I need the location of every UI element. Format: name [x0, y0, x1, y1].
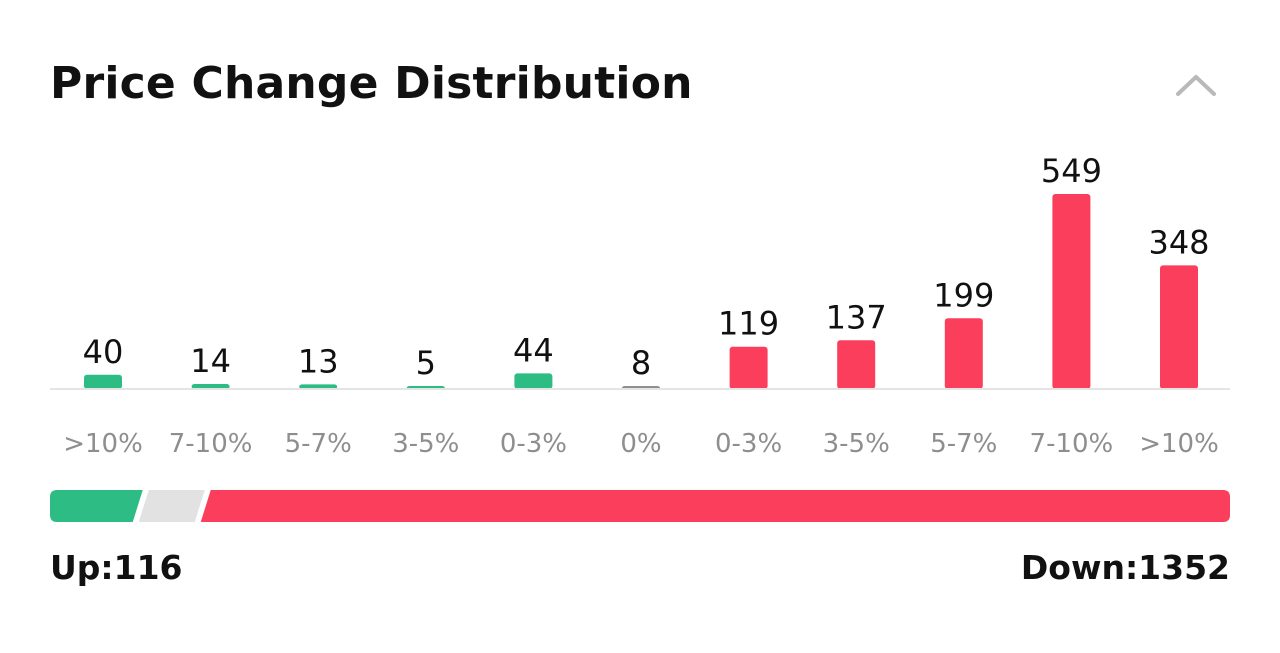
bar-value-label: 44 [513, 331, 554, 369]
chevron-up-icon [1176, 75, 1216, 96]
bars-layer [84, 194, 1198, 389]
bar-value-label: 40 [83, 333, 124, 371]
category-tick-label: 3-5% [392, 429, 459, 459]
category-tick-label: >10% [63, 429, 143, 459]
category-tick-label: >10% [1139, 429, 1219, 459]
bar-down-9 [1052, 194, 1091, 389]
bar-down-10 [1160, 265, 1198, 389]
price-change-bar-chart: 40 14 13 5 44 8 119 137 199 549 348 >10% 7-10% 5-7% 3… [50, 152, 1231, 522]
ticks-layer: >10% 7-10% 5-7% 3-5% 0-3% 0% 0-3% 3-5% 5-7% 7-10%… [63, 429, 1219, 459]
bar-up-2 [299, 384, 338, 389]
bar-value-label: 137 [826, 298, 887, 336]
bar-value-label: 549 [1041, 152, 1102, 190]
bar-value-label: 348 [1148, 223, 1209, 261]
up-down-ratio-bar [50, 490, 1231, 522]
bar-value-label: 5 [416, 344, 436, 382]
ratio-segment-down [200, 490, 1231, 522]
bar-value-label: 13 [298, 342, 339, 380]
collapse-button[interactable] [1170, 64, 1222, 104]
ratio-segment-up [50, 490, 143, 522]
up-count-label: Up:116 [50, 548, 183, 587]
bar-down-8 [944, 318, 983, 389]
ratio-segment-flat [138, 490, 205, 522]
labels-layer: 40 14 13 5 44 8 119 137 199 549 348 [83, 152, 1210, 382]
chart-title: Price Change Distribution [50, 58, 693, 109]
down-count-label: Down:1352 [1020, 548, 1230, 587]
category-tick-label: 0% [620, 429, 661, 459]
category-tick-label: 7-10% [169, 429, 253, 459]
bar-down-6 [729, 346, 768, 389]
bar-up-0 [84, 374, 122, 389]
category-tick-label: 5-7% [930, 429, 997, 459]
bar-up-4 [514, 373, 553, 389]
bar-up-1 [191, 384, 230, 389]
bar-value-label: 14 [190, 342, 231, 380]
bar-down-7 [837, 340, 876, 389]
category-tick-label: 3-5% [823, 429, 890, 459]
bar-value-label: 119 [718, 305, 779, 343]
bar-value-label: 199 [933, 276, 994, 314]
bar-value-label: 8 [631, 344, 651, 382]
category-tick-label: 7-10% [1030, 429, 1114, 459]
category-tick-label: 0-3% [500, 429, 567, 459]
category-tick-label: 0-3% [715, 429, 782, 459]
category-tick-label: 5-7% [285, 429, 352, 459]
